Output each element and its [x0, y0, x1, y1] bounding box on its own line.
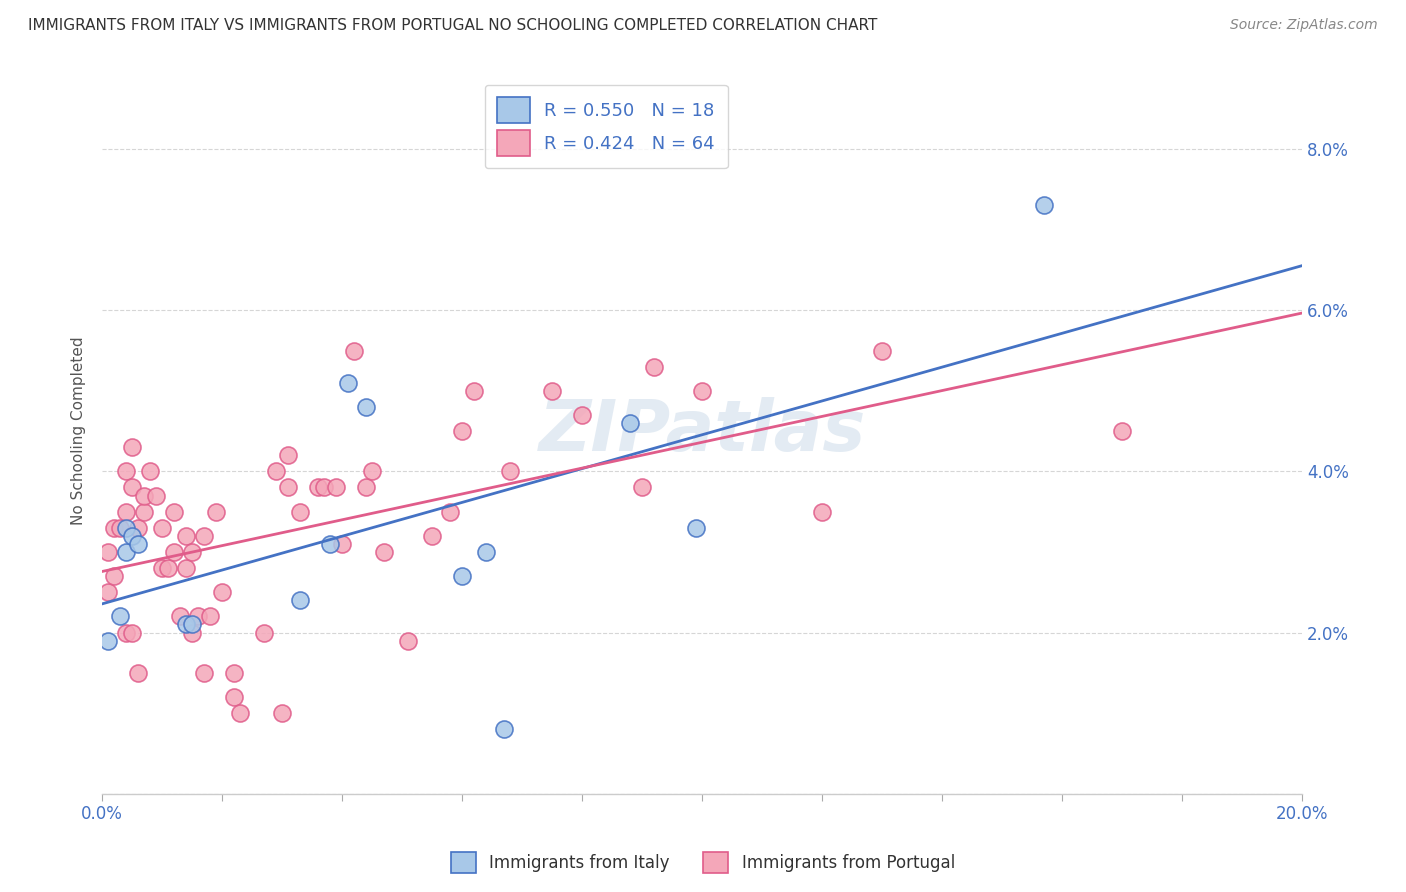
Point — [163, 545, 186, 559]
Point — [277, 481, 299, 495]
Point — [463, 384, 485, 398]
Point — [337, 376, 360, 390]
Point — [643, 359, 665, 374]
Legend: R = 0.550   N = 18, R = 0.424   N = 64: R = 0.550 N = 18, R = 0.424 N = 64 — [485, 85, 727, 169]
Point — [264, 464, 287, 478]
Point — [870, 343, 893, 358]
Point — [205, 505, 228, 519]
Point — [121, 481, 143, 495]
Point — [150, 521, 173, 535]
Point — [1111, 424, 1133, 438]
Point — [541, 384, 564, 398]
Point — [127, 537, 149, 551]
Point — [288, 593, 311, 607]
Point — [811, 505, 834, 519]
Point — [307, 481, 329, 495]
Point — [115, 625, 138, 640]
Legend: Immigrants from Italy, Immigrants from Portugal: Immigrants from Italy, Immigrants from P… — [444, 846, 962, 880]
Point — [631, 481, 654, 495]
Point — [121, 625, 143, 640]
Point — [288, 505, 311, 519]
Point — [571, 408, 593, 422]
Point — [325, 481, 347, 495]
Point — [121, 529, 143, 543]
Point — [181, 625, 204, 640]
Point — [115, 545, 138, 559]
Point — [253, 625, 276, 640]
Y-axis label: No Schooling Completed: No Schooling Completed — [72, 337, 86, 525]
Point — [420, 529, 443, 543]
Point — [145, 489, 167, 503]
Point — [174, 617, 197, 632]
Point — [134, 489, 156, 503]
Point — [499, 464, 522, 478]
Point — [163, 505, 186, 519]
Point — [1033, 198, 1056, 212]
Point — [108, 609, 131, 624]
Point — [174, 561, 197, 575]
Point — [198, 609, 221, 624]
Point — [494, 723, 516, 737]
Point — [685, 521, 707, 535]
Point — [396, 633, 419, 648]
Point — [439, 505, 461, 519]
Point — [97, 585, 120, 599]
Point — [97, 633, 120, 648]
Point — [187, 609, 209, 624]
Point — [211, 585, 233, 599]
Point — [127, 665, 149, 680]
Point — [361, 464, 384, 478]
Point — [127, 521, 149, 535]
Point — [271, 706, 294, 720]
Point — [97, 545, 120, 559]
Point — [115, 521, 138, 535]
Text: IMMIGRANTS FROM ITALY VS IMMIGRANTS FROM PORTUGAL NO SCHOOLING COMPLETED CORRELA: IMMIGRANTS FROM ITALY VS IMMIGRANTS FROM… — [28, 18, 877, 33]
Point — [451, 569, 474, 583]
Point — [319, 537, 342, 551]
Point — [314, 481, 336, 495]
Point — [174, 529, 197, 543]
Text: ZIPatlas: ZIPatlas — [538, 397, 866, 466]
Point — [115, 464, 138, 478]
Point — [373, 545, 395, 559]
Point — [343, 343, 366, 358]
Point — [134, 505, 156, 519]
Point — [103, 521, 125, 535]
Point — [690, 384, 713, 398]
Point — [193, 529, 215, 543]
Point — [354, 481, 377, 495]
Point — [475, 545, 498, 559]
Point — [103, 569, 125, 583]
Point — [451, 424, 474, 438]
Point — [181, 617, 204, 632]
Point — [224, 690, 246, 704]
Point — [330, 537, 353, 551]
Point — [193, 665, 215, 680]
Point — [619, 416, 641, 430]
Point — [121, 440, 143, 454]
Point — [108, 521, 131, 535]
Point — [229, 706, 252, 720]
Point — [157, 561, 180, 575]
Point — [150, 561, 173, 575]
Point — [139, 464, 162, 478]
Point — [224, 665, 246, 680]
Point — [354, 400, 377, 414]
Point — [169, 609, 191, 624]
Point — [181, 545, 204, 559]
Point — [115, 505, 138, 519]
Text: Source: ZipAtlas.com: Source: ZipAtlas.com — [1230, 18, 1378, 32]
Point — [277, 448, 299, 462]
